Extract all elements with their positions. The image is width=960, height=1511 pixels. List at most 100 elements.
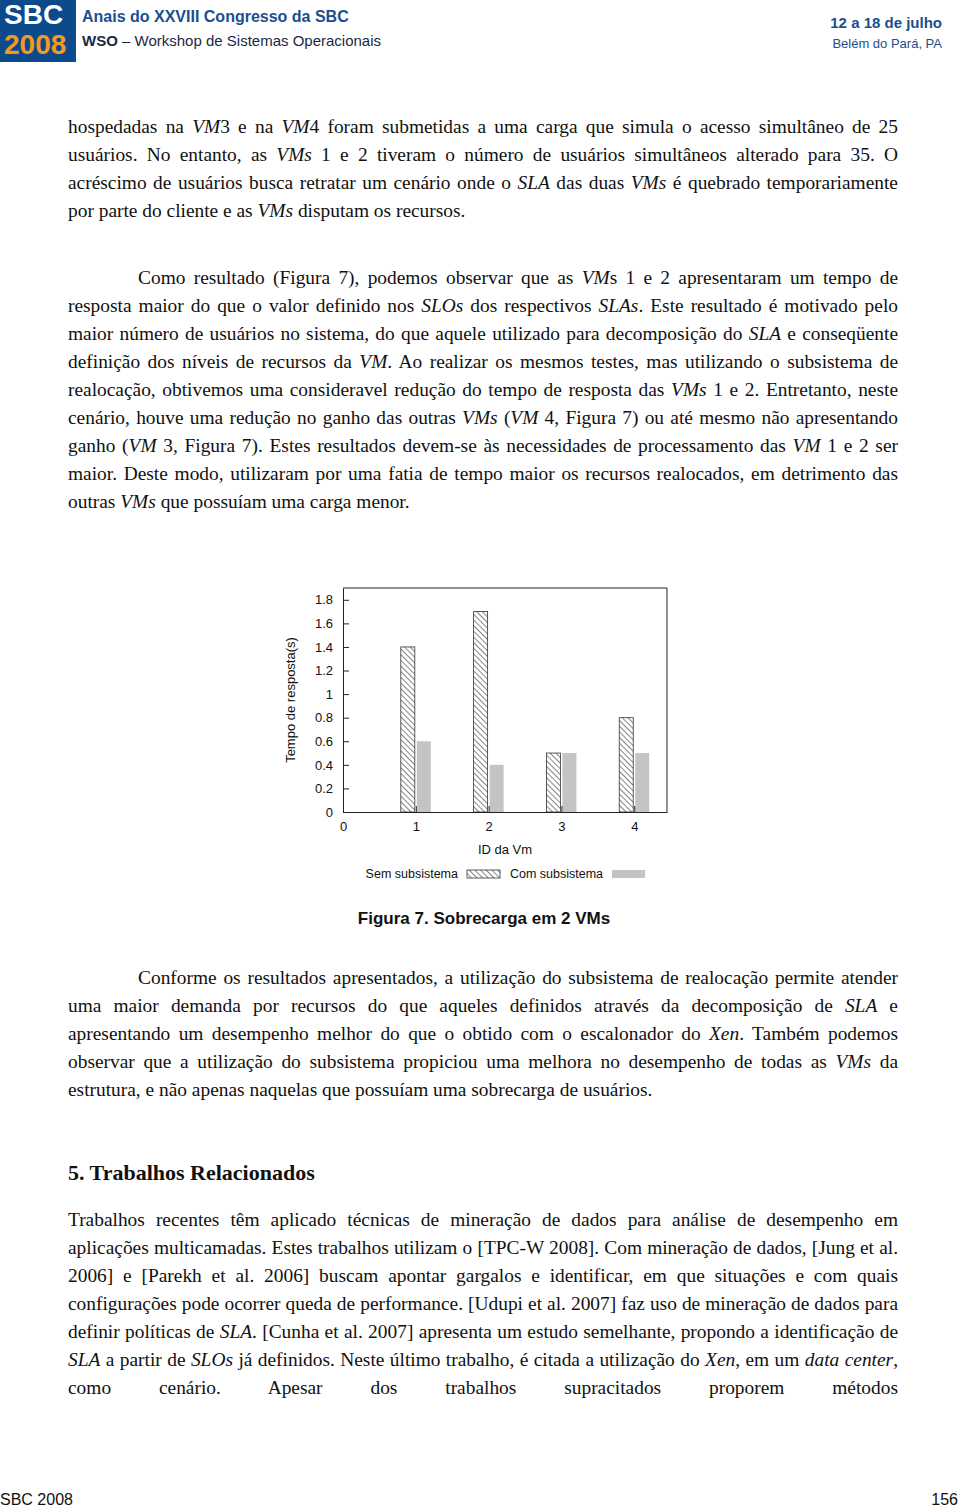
paragraph: hospedadas na VM3 e na VM4 foram submeti… (68, 113, 898, 225)
tick-label: 3 (558, 819, 565, 834)
x-axis: 0 1 2 3 4 (340, 806, 668, 834)
tick-mark (634, 806, 635, 812)
tick: 0.8 (315, 710, 349, 725)
tick-mark (343, 806, 344, 812)
tick-label: 1 (413, 819, 420, 834)
legend-label: Sem subsistema (366, 867, 458, 881)
tick-label: 1.6 (315, 616, 333, 631)
tick-label: 1.2 (315, 663, 333, 678)
axis-line (344, 812, 668, 813)
logo: SBC2008 (0, 0, 76, 62)
tick-label: 0 (340, 819, 347, 834)
tick: 0 (340, 806, 347, 834)
tick-mark (489, 806, 490, 812)
tick-label: 4 (631, 819, 638, 834)
paragraph: Como resultado (Figura 7), podemos obser… (68, 264, 898, 516)
tick: 1.4 (315, 640, 349, 655)
tick-label: 0.2 (315, 781, 333, 796)
italic-run: SLA (518, 172, 550, 193)
italic-run: SLOs (421, 295, 463, 316)
italic-run: SLA (68, 1349, 100, 1370)
logo-name: SBC (4, 0, 63, 30)
text-run: disputam os recursos. (293, 200, 465, 221)
y-axis: 0 0.2 0.4 0.6 0.8 1 1.2 1.4 1.6 1.8 (315, 589, 349, 820)
italic-run: SLA (220, 1321, 252, 1342)
page: SBC2008 Anais do XXVIII Congresso da SBC W… (0, 0, 960, 1511)
tick-mark (416, 806, 417, 812)
italic-run: SLAs (599, 295, 639, 316)
italic-run: VM (129, 435, 157, 456)
header-date: 12 a 18 de julho (830, 14, 942, 31)
paragraph: Conforme os resultados apresentados, a u… (68, 964, 898, 1104)
bar (401, 647, 415, 812)
tick-label: 0.8 (315, 710, 333, 725)
tick: 0.2 (315, 781, 349, 796)
italic-run: data center (805, 1349, 893, 1370)
tick-label: 0.4 (315, 758, 333, 773)
italic-run: VM (359, 351, 387, 372)
text-run: ( (498, 407, 511, 428)
bar (474, 612, 488, 812)
italic-run: VMs (276, 144, 312, 165)
text-run: . [Cunha et al. 2007] apresenta um estud… (252, 1321, 898, 1342)
text-run: das duas (550, 172, 631, 193)
header-place: Belém do Pará, PA (832, 36, 942, 51)
tick: 1.8 (315, 592, 349, 607)
y-axis-title: Tempo de resposta(s) (283, 637, 298, 763)
tick-mark (343, 694, 349, 695)
bar (417, 741, 431, 812)
legend-swatch (467, 870, 500, 878)
plot-area (401, 612, 649, 812)
plot-frame (343, 588, 667, 589)
bar (562, 753, 576, 812)
tick-label: 1 (326, 687, 333, 702)
chart: 0 0.2 0.4 0.6 0.8 1 1.2 1.4 1.6 1.8 0 1 2 3 4 Tempo de … (0, 560, 960, 900)
tick-mark (343, 741, 349, 742)
tick: 0.6 (315, 734, 349, 749)
italic-run: VM (793, 435, 821, 456)
tick-mark (561, 806, 562, 812)
bar (546, 753, 560, 812)
paragraph: Trabalhos recentes têm aplicado técnicas… (68, 1206, 898, 1402)
tick-mark (343, 623, 349, 624)
tick-label: 1.4 (315, 640, 333, 655)
tick-label: 2 (486, 819, 493, 834)
logo-year: 2008 (4, 30, 66, 60)
header-subtitle: WSO – Workshop de Sistemas Operacionais (82, 32, 381, 49)
legend-swatch (612, 870, 645, 878)
text-run: já definidos. Neste último trabalho, é c… (233, 1349, 705, 1370)
text-run: que possuíam uma carga menor. (156, 491, 410, 512)
text-run: 3, Figura 7). Estes resultados devem-se … (157, 435, 793, 456)
italic-run: VMs (835, 1051, 871, 1072)
tick-mark (343, 718, 349, 719)
text-run: a partir de (100, 1349, 191, 1370)
page-number: 156 (931, 1491, 958, 1509)
text-run: Conforme os resultados apresentados, a u… (68, 967, 898, 1016)
footer-left: SBC 2008 (0, 1491, 73, 1509)
legend-label: Com subsistema (510, 867, 603, 881)
tick-label: 0 (326, 805, 333, 820)
bar (490, 765, 504, 812)
tick-label: 1.8 (315, 592, 333, 607)
italic-run: VM (582, 267, 610, 288)
italic-run: VMs (120, 491, 156, 512)
text-run: dos respectivos (463, 295, 598, 316)
section-heading: 5. Trabalhos Relacionados (68, 1160, 315, 1186)
tick: 1 (413, 806, 420, 834)
figure-caption: Figura 7. Sobrecarga em 2 VMs (0, 909, 960, 929)
plot-frame (667, 588, 668, 812)
italic-run: VMs (462, 407, 498, 428)
text-run: 3 e na (220, 116, 281, 137)
tick: 1 (326, 687, 349, 702)
italic-run: Xen (705, 1349, 735, 1370)
italic-run: Xen (709, 1023, 739, 1044)
tick: 1.6 (315, 616, 349, 631)
italic-run: VMs (671, 379, 707, 400)
tick: 3 (558, 806, 565, 834)
italic-run: VM (282, 116, 310, 137)
header-title: Anais do XXVIII Congresso da SBC (82, 8, 349, 26)
tick: 2 (486, 806, 493, 834)
italic-run: VM (510, 407, 538, 428)
text-run: Como resultado (Figura 7), podemos obser… (138, 267, 582, 288)
italic-run: SLA (845, 995, 877, 1016)
